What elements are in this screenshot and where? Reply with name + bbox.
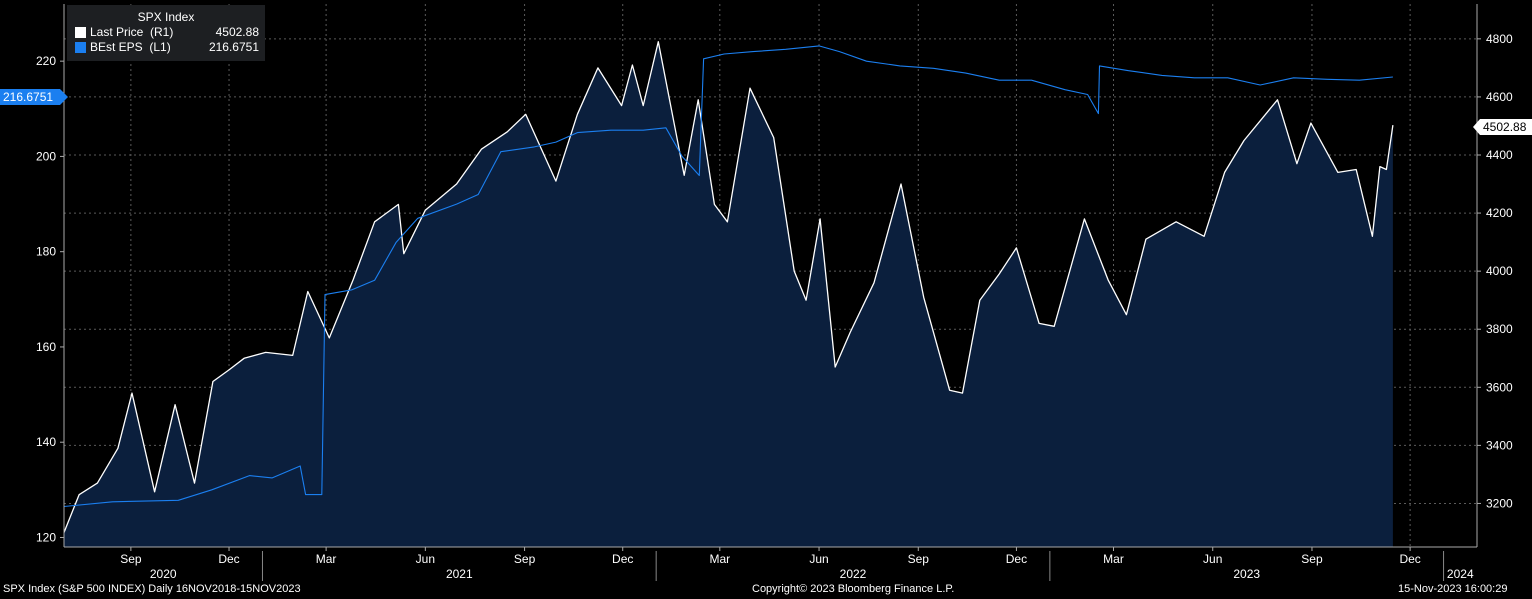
y-right-tick-label: 4800	[1486, 32, 1513, 46]
y-right-tick-label: 3600	[1486, 380, 1513, 394]
x-tick-label-month: Dec	[1006, 552, 1027, 566]
x-tick-label-month: Mar	[709, 552, 730, 566]
best-eps-line	[63, 45, 1393, 508]
axes: Sep Dec Mar Jun Sep Dec Mar Jun Sep Dec Mar Jun Sep D…	[36, 4, 1513, 581]
x-tick-label-month: Sep	[514, 552, 536, 566]
legend-title: SPX Index	[137, 10, 195, 24]
y-left-tick-label: 140	[36, 435, 56, 449]
x-year-label: 2024	[1447, 567, 1474, 581]
x-tick-label-month: Mar	[316, 552, 337, 566]
x-tick-label-month: Mar	[1103, 552, 1124, 566]
y-left-tick-label: 180	[36, 245, 56, 259]
legend: SPX Index Last Price (R1) 4502.88 BEst E…	[67, 5, 265, 61]
x-year-label: 2022	[840, 567, 867, 581]
x-tick-label-month: Sep	[1301, 552, 1323, 566]
y-left-tick-label: 200	[36, 149, 56, 163]
y-right-tick-label: 3400	[1486, 438, 1513, 452]
x-year-label: 2021	[446, 567, 473, 581]
y-right-tick-label: 4600	[1486, 90, 1513, 104]
footer-timestamp: 15-Nov-2023 16:00:29	[1398, 583, 1508, 595]
x-tick-label-month: Dec	[612, 552, 633, 566]
legend-value-last-price: 4502.88	[215, 25, 259, 39]
price-area-fill	[64, 41, 1393, 547]
footer-security-info: SPX Index (S&P 500 INDEX) Daily 16NOV201…	[3, 583, 301, 595]
x-tick-label-month: Sep	[908, 552, 930, 566]
price-area-layer	[64, 41, 1393, 547]
y-right-tick-label: 3800	[1486, 322, 1513, 336]
x-tick-label-month: Jun	[416, 552, 435, 566]
x-tick-label-month: Jun	[809, 552, 828, 566]
y-right-tick-label: 3200	[1486, 496, 1513, 510]
y-left-tick-label: 120	[36, 530, 56, 544]
x-year-label: 2020	[150, 567, 177, 581]
y-left-tick-label: 160	[36, 340, 56, 354]
legend-label-last-price: Last Price (R1)	[90, 25, 174, 39]
x-tick-label-month: Dec	[218, 552, 239, 566]
x-tick-label-month: Dec	[1399, 552, 1420, 566]
x-tick-label-month: Jun	[1203, 552, 1222, 566]
legend-value-best-eps: 216.6751	[208, 40, 259, 54]
series-lines-layer	[63, 41, 1394, 533]
legend-row-best-eps: BEst EPS (L1) 216.6751	[67, 40, 265, 55]
y-right-tick-label: 4200	[1486, 206, 1513, 220]
x-year-label: 2023	[1233, 567, 1260, 581]
y-right-tick-label: 4000	[1486, 264, 1513, 278]
legend-swatch-blue	[75, 42, 86, 53]
y-right-tick-label: 4400	[1486, 148, 1513, 162]
legend-swatch-white	[75, 27, 86, 38]
price-last-value-tag: 4502.88	[1473, 119, 1532, 135]
eps-last-value-tag: 216.6751	[0, 89, 68, 105]
legend-row-last-price: Last Price (R1) 4502.88	[67, 25, 265, 40]
last-price-line	[63, 41, 1394, 533]
legend-label-best-eps: BEst EPS (L1)	[90, 40, 171, 54]
x-tick-label-month: Sep	[120, 552, 142, 566]
footer-copyright: Copyright© 2023 Bloomberg Finance L.P.	[752, 583, 955, 595]
y-left-tick-label: 220	[36, 54, 56, 68]
